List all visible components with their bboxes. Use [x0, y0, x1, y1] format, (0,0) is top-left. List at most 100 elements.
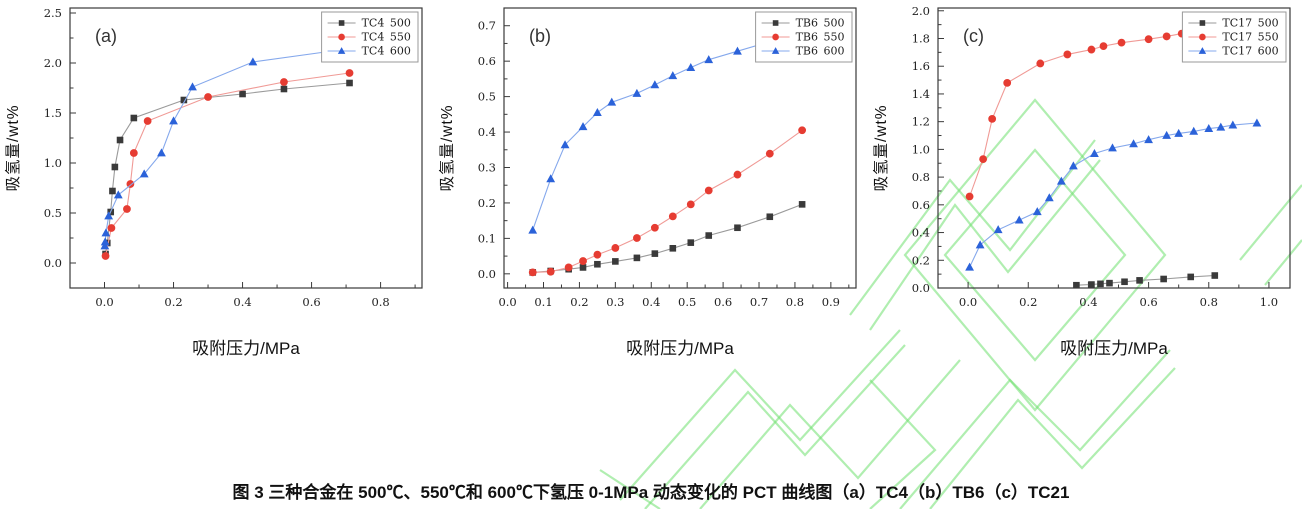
- marker-triangle: [248, 57, 258, 66]
- marker-circle: [1087, 45, 1096, 54]
- y-tick-label: 0.2: [478, 196, 496, 210]
- marker-square: [338, 20, 345, 26]
- y-tick-label: 0.6: [478, 54, 496, 68]
- marker-circle: [798, 126, 807, 135]
- x-tick-label: 0.7: [750, 295, 768, 309]
- x-tick-label: 0.2: [570, 295, 588, 309]
- x-tick-label: 0.6: [302, 295, 320, 309]
- y-tick-label: 1.8: [912, 31, 930, 45]
- series-line-tc4-500: [104, 82, 350, 255]
- panel-letter: (c): [963, 26, 984, 46]
- x-tick-label: 0.9: [822, 295, 840, 309]
- marker-square: [766, 213, 774, 221]
- marker-square: [594, 260, 601, 268]
- chart-svg: 0.0 0.1 0.2 0.3 0.4 0.5 0.6 0.7 0.8 0.9 0.0 0.1 0.2 0…: [438, 7, 857, 358]
- marker-triangle: [704, 55, 714, 64]
- marker-triangle: [1204, 123, 1214, 132]
- marker-triangle: [993, 225, 1003, 234]
- legend-label: TC4 600: [362, 45, 411, 58]
- legend-label: TB6 500: [796, 17, 845, 30]
- y-tick-label: 0.5: [44, 206, 62, 220]
- marker-square: [1211, 272, 1219, 279]
- marker-triangle: [139, 169, 149, 178]
- marker-circle: [668, 212, 677, 221]
- x-tick-label: 0.8: [371, 295, 389, 309]
- y-tick-label: 1.6: [912, 59, 930, 73]
- chart-panel-a: 0.0 0.2 0.4 0.6 0.8 0.0 0.5 1.0 1.5 2.0 2.5 (a) 吸附压力…: [0, 0, 434, 375]
- y-tick-label: 1.2: [912, 115, 930, 129]
- marker-circle: [280, 78, 288, 86]
- series-markers-tc4-500: [102, 79, 353, 258]
- series-line-tb6-500: [532, 203, 803, 273]
- x-tick-label: 0.8: [1200, 295, 1218, 309]
- series-markers-tb6-600: [528, 38, 771, 234]
- chart-svg: 0.0 0.2 0.4 0.6 0.8 0.0 0.5 1.0 1.5 2.0 2.5 (a) 吸附压力…: [4, 6, 423, 358]
- marker-square: [1121, 278, 1128, 286]
- marker-circle: [126, 180, 135, 188]
- marker-triangle: [560, 140, 570, 149]
- marker-triangle: [975, 240, 985, 249]
- marker-square: [1097, 280, 1104, 288]
- marker-square: [1160, 275, 1167, 283]
- marker-triangle: [592, 107, 602, 116]
- marker-square: [705, 232, 713, 239]
- y-tick-label: 0.2: [912, 253, 930, 267]
- marker-triangle: [101, 228, 111, 237]
- marker-square: [116, 136, 124, 144]
- legend-label: TC4 500: [362, 17, 411, 30]
- marker-square: [1136, 277, 1143, 284]
- y-tick-label: 2.0: [912, 4, 930, 18]
- marker-circle: [338, 33, 345, 41]
- x-tick-label: 0.2: [1019, 295, 1037, 309]
- marker-triangle: [113, 190, 123, 199]
- y-tick-label: 0.1: [478, 231, 496, 245]
- chart-panel-c: 0.0 0.2 0.4 0.6 0.8 1.0 0.0 0.2 0.4 0.6 0.8 1.0 1.2 1…: [868, 0, 1302, 375]
- marker-triangle: [578, 122, 588, 131]
- marker-triangle: [1068, 161, 1078, 170]
- marker-triangle: [771, 47, 780, 54]
- x-axis-label: 吸附压力/MPa: [1060, 339, 1168, 358]
- x-tick-label: 0.4: [233, 295, 251, 309]
- marker-triangle: [1216, 122, 1226, 131]
- marker-circle: [1099, 42, 1108, 51]
- marker-triangle: [632, 88, 642, 97]
- marker-triangle: [100, 237, 110, 246]
- marker-square: [280, 85, 288, 93]
- marker-triangle: [169, 116, 178, 125]
- y-tick-label: 0.8: [912, 170, 930, 184]
- marker-circle: [546, 267, 555, 276]
- y-tick-label: 0.5: [478, 90, 496, 104]
- x-axis-label: 吸附压力/MPa: [626, 339, 734, 358]
- marker-triangle: [1252, 118, 1262, 127]
- marker-circle: [123, 205, 131, 213]
- marker-triangle: [607, 97, 617, 106]
- series-line-tb6-600: [532, 42, 767, 231]
- marker-circle: [1063, 50, 1072, 59]
- marker-circle: [611, 244, 620, 252]
- marker-triangle: [1198, 47, 1207, 54]
- marker-square: [687, 239, 695, 246]
- marker-circle: [204, 93, 212, 101]
- x-tick-label: 0.6: [1139, 295, 1157, 309]
- x-tick-label: 1.0: [1260, 295, 1278, 309]
- chart-panel-b: 0.0 0.1 0.2 0.3 0.4 0.5 0.6 0.7 0.8 0.9 0.0 0.1 0.2 0…: [434, 0, 868, 375]
- y-tick-label: 0.0: [478, 267, 496, 281]
- marker-circle: [1036, 59, 1045, 68]
- marker-circle: [650, 223, 659, 232]
- marker-circle: [107, 224, 116, 232]
- y-tick-label: 1.4: [912, 87, 930, 101]
- marker-square: [798, 201, 806, 208]
- marker-triangle: [1014, 215, 1024, 224]
- marker-circle: [772, 33, 779, 41]
- marker-circle: [1144, 35, 1153, 44]
- figure-caption: 图 3 三种合金在 500℃、550℃和 600℃下氢压 0-1MPa 动态变化…: [0, 388, 1302, 509]
- marker-circle: [733, 170, 742, 179]
- marker-triangle: [188, 82, 197, 91]
- y-tick-label: 0.3: [478, 160, 496, 174]
- marker-square: [180, 96, 188, 104]
- marker-circle: [129, 149, 138, 157]
- y-tick-label: 0.6: [912, 198, 930, 212]
- marker-square: [612, 258, 619, 265]
- x-tick-label: 0.6: [714, 295, 732, 309]
- marker-triangle: [528, 225, 538, 234]
